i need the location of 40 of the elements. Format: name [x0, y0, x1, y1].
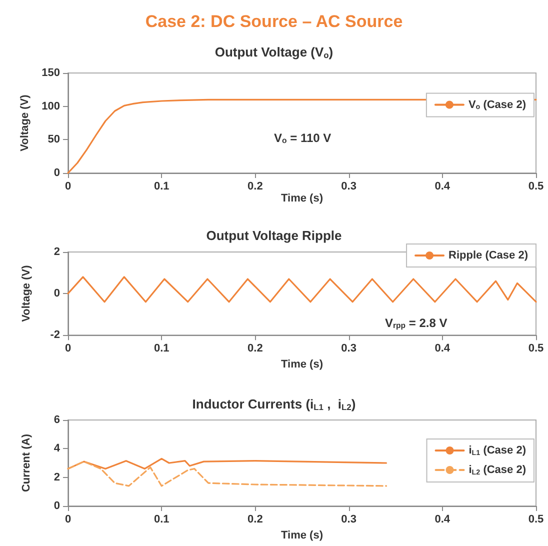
y-tick-label: 2 — [54, 471, 60, 484]
y-axis-title: Current (A) — [20, 434, 32, 492]
x-tick-label: 0.4 — [434, 342, 451, 355]
x-tick-label: 0.5 — [528, 342, 544, 355]
y-tick-label: 4 — [54, 442, 61, 455]
y-tick-label: 100 — [42, 100, 60, 112]
chart-title: Case 2: DC Source – AC Source — [145, 12, 403, 31]
line-series — [67, 276, 537, 303]
x-tick-label: 0 — [64, 180, 72, 192]
x-tick-label: 0.1 — [154, 180, 170, 192]
x-tick-label: 0.2 — [248, 514, 263, 526]
y-tick-label: 0 — [54, 167, 60, 179]
line-series — [67, 460, 388, 487]
legend-label: Ripple (Case 2) — [448, 250, 528, 262]
x-tick-label: 0.1 — [154, 342, 170, 355]
x-tick-label: 0.3 — [341, 342, 356, 355]
x-tick-label: 0.2 — [248, 180, 263, 192]
y-tick-label: 6 — [54, 414, 60, 426]
x-tick-label: 0.4 — [434, 180, 451, 192]
x-tick-label: 0.1 — [154, 514, 170, 526]
x-axis-title: Time (s) — [281, 192, 324, 204]
x-tick-label: 0.3 — [341, 180, 356, 192]
x-tick-label: 0 — [64, 342, 72, 355]
x-tick-label: 0.3 — [341, 514, 356, 526]
x-tick-label: 0.5 — [528, 180, 544, 192]
y-axis-title: Voltage (V) — [19, 94, 32, 152]
y-tick-label: 2 — [54, 246, 60, 258]
y-tick-label: -2 — [50, 329, 60, 342]
y-tick-label: 50 — [48, 134, 60, 146]
y-tick-label: 150 — [42, 67, 60, 79]
x-tick-label: 0 — [64, 514, 72, 526]
y-tick-label: 0 — [54, 288, 60, 300]
x-axis-title: Time (s) — [281, 358, 324, 370]
y-axis-title: Voltage (V) — [20, 264, 32, 322]
x-axis-title: Time (s) — [281, 529, 324, 542]
chart-title: Output Voltage Ripple — [206, 228, 342, 243]
x-tick-label: 0.4 — [434, 514, 451, 526]
x-tick-label: 0.2 — [248, 342, 263, 355]
x-tick-label: 0.5 — [528, 514, 544, 526]
y-tick-label: 0 — [54, 500, 60, 512]
